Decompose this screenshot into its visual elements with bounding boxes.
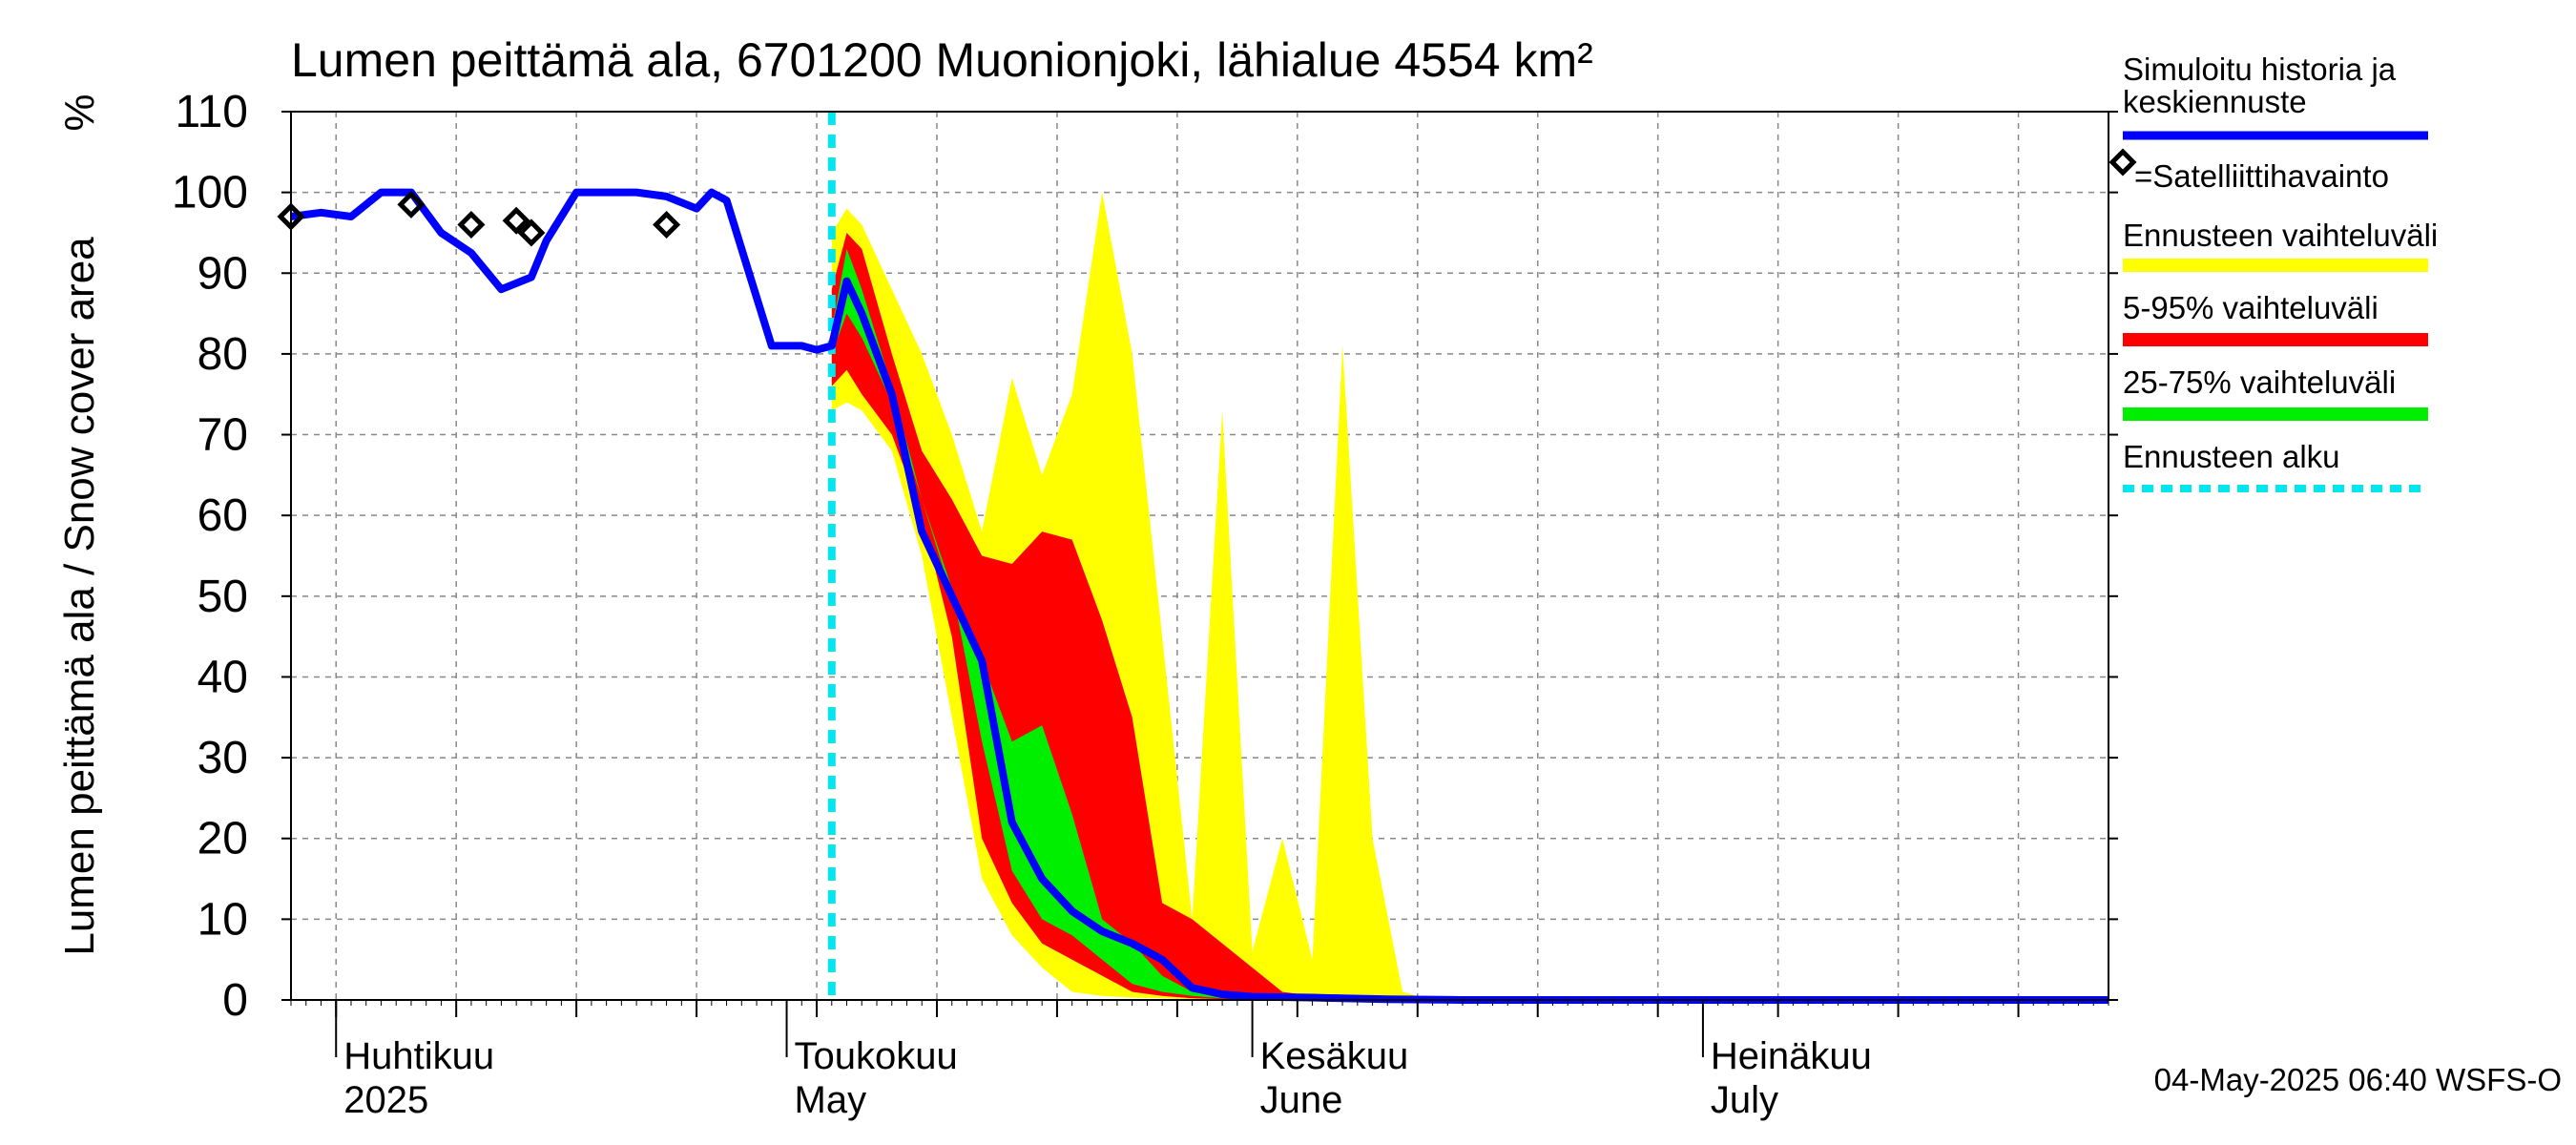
satellite-observation-marker — [457, 210, 486, 239]
band-5-95-vaihteluv-li — [831, 233, 2109, 1000]
legend-label-simulated: Simuloitu historia ja — [2123, 52, 2397, 87]
satellite-observation-marker — [517, 219, 546, 247]
y-tick-label: 100 — [172, 168, 248, 219]
y-tick-label: 70 — [197, 410, 248, 461]
y-tick-label: 10 — [197, 894, 248, 945]
legend-label-band: 5-95% vaihteluväli — [2123, 290, 2379, 325]
y-tick-label: 110 — [175, 87, 248, 137]
axis-ticks — [281, 111, 2118, 1057]
forecast-bands — [831, 192, 2109, 1001]
median-forecast-line — [290, 188, 2109, 1004]
y-tick-label: 40 — [197, 652, 248, 702]
month-label-en: 2025 — [343, 1079, 428, 1121]
y-axis-unit: % — [56, 94, 103, 131]
y-tick-label: 0 — [222, 975, 248, 1026]
satellite-observation-marker — [502, 206, 530, 235]
month-label-en: June — [1260, 1079, 1343, 1121]
month-label-en: July — [1711, 1079, 1778, 1121]
band-ennusteen-vaihteluv-li — [831, 192, 2109, 1001]
y-tick-label: 30 — [197, 733, 248, 783]
footer-timestamp: 04-May-2025 06:40 WSFS-O — [2154, 1062, 2562, 1097]
y-tick-label: 50 — [197, 572, 248, 622]
legend-label-satellite: =Satelliittihavainto — [2134, 158, 2389, 194]
lines — [290, 112, 2109, 1004]
y-tick-label: 90 — [197, 248, 248, 299]
month-label-fi: Heinäkuu — [1711, 1035, 1872, 1077]
chart-title: Lumen peittämä ala, 6701200 Muonionjoki,… — [291, 33, 1593, 87]
y-tick-label: 60 — [197, 490, 248, 541]
y-tick-label: 80 — [197, 329, 248, 380]
satellite-observation-marker — [653, 210, 681, 239]
legend-label-band: 25-75% vaihteluväli — [2123, 364, 2396, 400]
y-tick-label: 20 — [197, 814, 248, 864]
legend-label-simulated-2: keskiennuste — [2123, 84, 2307, 119]
month-label-en: May — [795, 1079, 867, 1121]
y-axis-label: Lumen peittämä ala / Snow cover area — [56, 237, 103, 956]
legend-swatch-satellite — [2109, 148, 2137, 177]
legend-label-band: Ennusteen vaihteluväli — [2123, 218, 2438, 253]
satellite-observation-marker — [397, 190, 426, 219]
month-label-fi: Kesäkuu — [1260, 1035, 1409, 1077]
month-label-fi: Huhtikuu — [343, 1035, 494, 1077]
legend-label-forecast-start: Ennusteen alku — [2123, 439, 2340, 474]
plot-frame — [290, 111, 2109, 1001]
month-label-fi: Toukokuu — [795, 1035, 958, 1077]
y-tick-labels: 0 10 20 30 40 50 60 70 80 90 100 110 — [172, 87, 248, 1026]
